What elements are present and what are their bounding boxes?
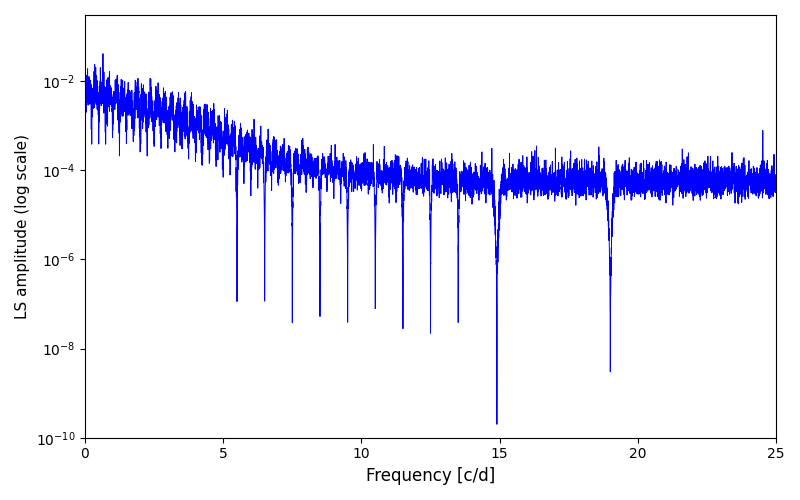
X-axis label: Frequency [c/d]: Frequency [c/d] bbox=[366, 467, 495, 485]
Y-axis label: LS amplitude (log scale): LS amplitude (log scale) bbox=[15, 134, 30, 319]
